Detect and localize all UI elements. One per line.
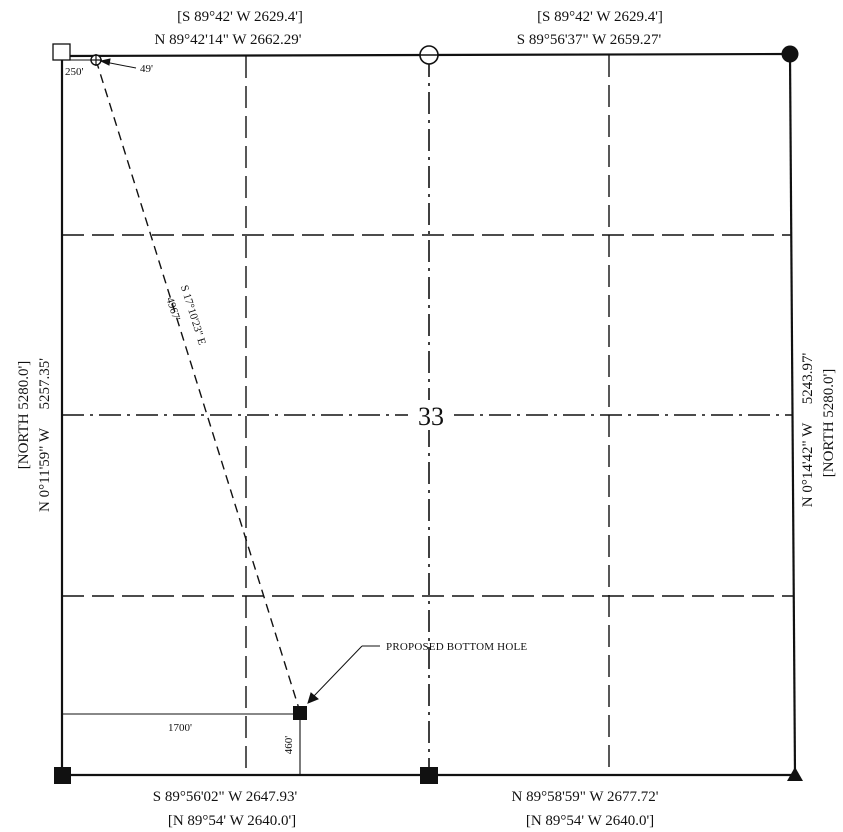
south-right-measured-label: N 89°58'59" W 2677.72' — [512, 789, 659, 805]
section-number-background — [408, 400, 454, 430]
east-record-label: [NORTH 5280.0'] — [821, 369, 837, 477]
north-right-record-label: [S 89°42' W 2629.4'] — [537, 9, 663, 25]
se-corner-marker — [787, 767, 803, 781]
well-path-line — [95, 59, 301, 713]
south-right-record-label: [N 89°54' W 2640.0'] — [526, 813, 654, 829]
south-left-record-label: [N 89°54' W 2640.0'] — [168, 813, 296, 829]
bottom-hole-offsets — [62, 713, 301, 775]
surface-offset-north-label: 49' — [140, 63, 153, 75]
surface-location-symbol — [90, 54, 102, 66]
bottom-hole-offset-west-label: 1700' — [168, 722, 192, 734]
sw-corner-marker — [54, 767, 71, 784]
north-left-record-label: [S 89°42' W 2629.4'] — [177, 9, 303, 25]
bottom-hole-callout-label: PROPOSED BOTTOM HOLE — [386, 641, 527, 653]
sixteenth-lines — [62, 55, 793, 775]
well-path-distance-label: 4967' — [164, 296, 183, 322]
east-measured-label: N 0°14'42" W 5243.97' — [800, 352, 816, 507]
south-quarter-corner-marker — [420, 767, 438, 784]
ne-corner-marker — [781, 45, 799, 63]
north-right-measured-label: S 89°56'37" W 2659.27' — [517, 32, 662, 48]
east-section-line — [788, 53, 797, 776]
north-left-measured-label: N 89°42'14" W 2662.29' — [155, 32, 302, 48]
nw-corner-marker — [52, 43, 71, 61]
surface-offset-west-label: 250' — [65, 66, 84, 78]
west-record-label: [NORTH 5280.0'] — [16, 361, 32, 469]
leader-49-arrow — [99, 58, 137, 69]
south-left-measured-label: S 89°56'02" W 2647.93' — [153, 789, 298, 805]
bottom-hole-symbol — [293, 706, 307, 720]
bottom-hole-offset-south-label: 460' — [283, 736, 295, 755]
bottom-hole-callout-arrow — [307, 645, 380, 704]
west-measured-label: N 0°11'59" W 5257.35' — [37, 358, 53, 512]
section-number-label: 33 — [418, 402, 444, 431]
quarter-lines — [62, 55, 792, 775]
